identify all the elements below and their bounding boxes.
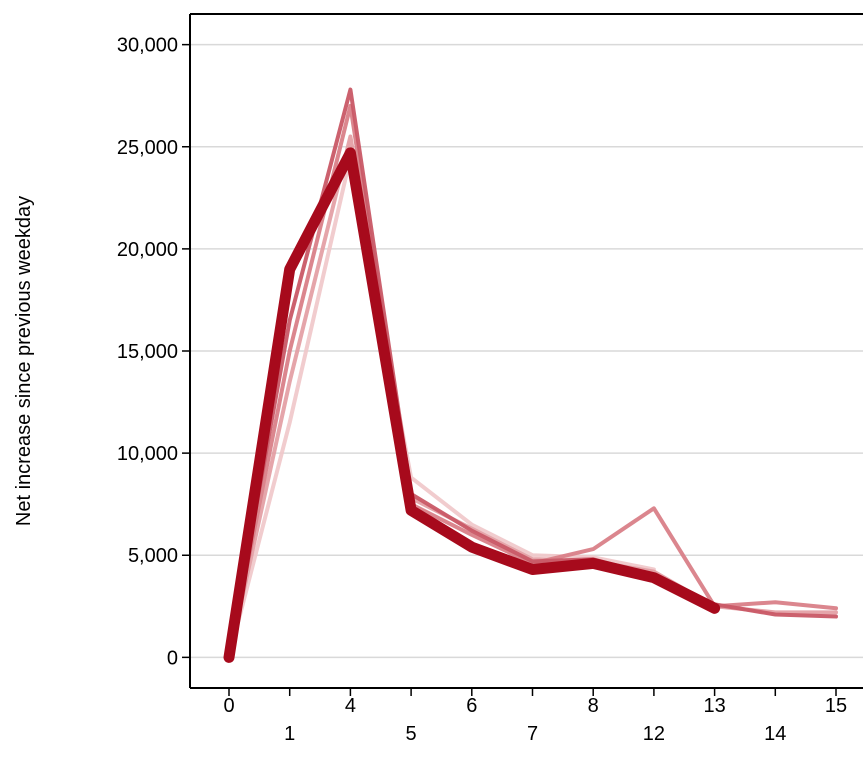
y-tick-label: 15,000 <box>117 341 178 363</box>
series-lines <box>223 87 838 663</box>
x-tick-label: 7 <box>527 723 538 745</box>
x-tick-label: 1 <box>284 723 295 745</box>
series-line-4 <box>227 87 838 660</box>
y-tick-label: 20,000 <box>117 239 178 261</box>
y-tick-label: 5,000 <box>128 545 178 567</box>
y-axis-label: Net increase since previous weekday <box>13 196 35 526</box>
y-axis-ticks: 0 5,000 10,000 15,000 20,000 25,000 30,000 <box>117 35 190 669</box>
x-tick-label: 14 <box>764 723 786 745</box>
x-tick-label: 6 <box>466 695 477 717</box>
y-tick-label: 30,000 <box>117 35 178 57</box>
series-line-1 <box>227 155 656 660</box>
x-tick-label: 15 <box>825 695 847 717</box>
x-tick-label: 12 <box>643 723 665 745</box>
x-tick-label: 13 <box>703 695 725 717</box>
x-tick-label: 8 <box>588 695 599 717</box>
y-tick-label: 25,000 <box>117 137 178 159</box>
x-tick-label: 5 <box>406 723 417 745</box>
x-tick-label: 4 <box>345 695 356 717</box>
x-tick-label: 0 <box>223 695 234 717</box>
series-line-5 <box>223 147 721 663</box>
y-tick-label: 10,000 <box>117 443 178 465</box>
y-tick-label: 0 <box>167 647 178 669</box>
